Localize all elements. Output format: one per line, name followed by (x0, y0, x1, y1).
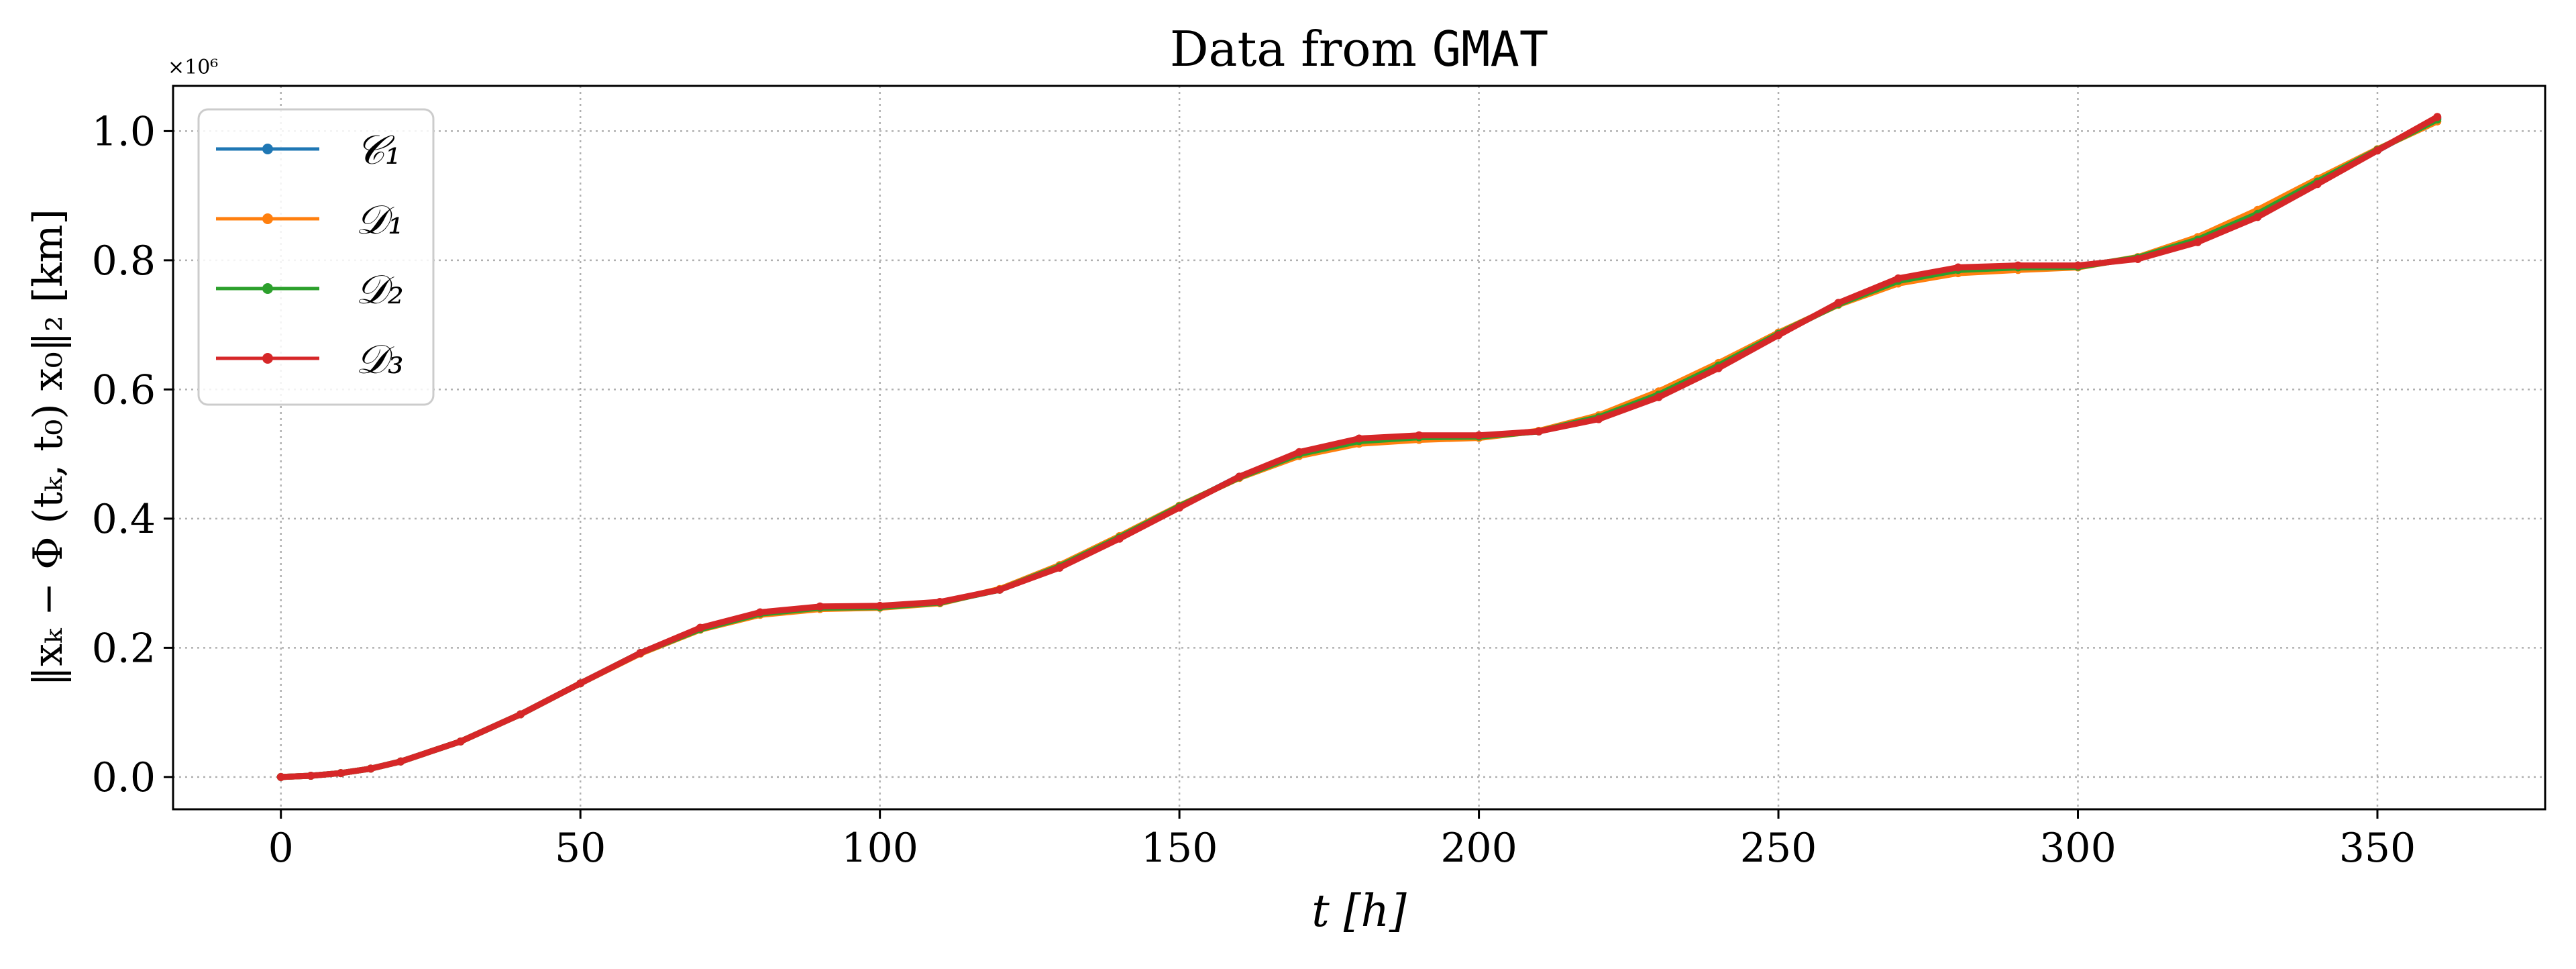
data-point (2253, 213, 2262, 221)
chart-title: Data from GMAT (1170, 21, 1548, 77)
data-point (1055, 564, 1064, 572)
x-tick-label: 350 (2339, 825, 2416, 872)
y-tick-label: 1.0 (92, 108, 156, 155)
x-tick-label: 300 (2039, 825, 2116, 872)
data-point (996, 585, 1004, 594)
data-point (935, 598, 944, 607)
legend-marker (262, 144, 273, 154)
data-point (2014, 261, 2023, 270)
legend-label: 𝒟₁ (356, 197, 404, 244)
legend-marker (262, 353, 273, 364)
series-layer (276, 113, 2442, 781)
y-tick-label: 0.2 (92, 625, 156, 672)
data-point (1654, 393, 1663, 401)
x-tick-label: 150 (1141, 825, 1218, 872)
data-point (576, 679, 585, 688)
y-tick-label: 0.6 (92, 366, 156, 413)
data-point (2313, 180, 2322, 189)
data-point (756, 608, 765, 617)
x-axis-label: t [h] (1311, 885, 1407, 937)
data-point (396, 757, 405, 766)
data-point (1774, 331, 1783, 340)
x-tick-label: 0 (268, 825, 294, 872)
data-point (2194, 238, 2202, 246)
data-point (1415, 431, 1424, 440)
data-point (1834, 299, 1843, 307)
data-point (276, 772, 285, 781)
data-point (1355, 434, 1363, 443)
x-axis: 0 50 100 150 200 250 300 350 (268, 809, 2416, 872)
y-tick-label: 0.4 (92, 496, 156, 543)
chart-title-prefix: Data from (1170, 21, 1432, 77)
data-point (2433, 113, 2442, 121)
data-point (1894, 274, 1902, 283)
data-point (875, 601, 884, 610)
data-point (2074, 261, 2082, 270)
x-tick-label: 100 (841, 825, 918, 872)
chart-title-code: GMAT (1432, 21, 1548, 77)
data-point (1714, 364, 1723, 372)
data-point (1953, 263, 1962, 272)
legend-frame (197, 108, 435, 406)
data-point (2373, 146, 2381, 155)
data-point (337, 769, 345, 778)
y-tick-label: 0.0 (92, 754, 156, 801)
data-point (816, 602, 824, 611)
x-tick-label: 50 (555, 825, 606, 872)
x-tick-label: 200 (1440, 825, 1517, 872)
data-point (456, 737, 465, 746)
data-point (636, 649, 645, 658)
data-point (1175, 503, 1184, 512)
data-point (1595, 415, 1603, 423)
y-axis-label: ‖xₖ − Φ (tₖ, t₀) x₀‖₂ [km] (25, 209, 72, 686)
data-point (1235, 472, 1244, 481)
legend-label: 𝒟₃ (356, 336, 404, 383)
legend-marker (262, 213, 273, 224)
data-point (1295, 448, 1303, 456)
y-axis: 0.0 0.2 0.4 0.6 0.8 1.0 (92, 108, 173, 801)
legend-label: 𝒞₁ (356, 127, 401, 174)
legend-marker (262, 283, 273, 294)
x-tick-label: 250 (1740, 825, 1817, 872)
y-multiplier-label: ×10⁶ (168, 56, 218, 79)
data-point (1474, 431, 1483, 440)
data-point (2133, 254, 2142, 263)
data-point (1115, 534, 1124, 543)
data-point (516, 710, 525, 719)
data-point (366, 764, 375, 773)
y-tick-label: 0.8 (92, 238, 156, 285)
legend: 𝒞₁ 𝒟₁ 𝒟₂ 𝒟₃ (197, 108, 435, 406)
data-point (1534, 427, 1543, 436)
plot-frame (172, 85, 2546, 811)
data-point (696, 623, 704, 632)
data-point (307, 771, 315, 780)
legend-label: 𝒟₂ (356, 266, 404, 313)
